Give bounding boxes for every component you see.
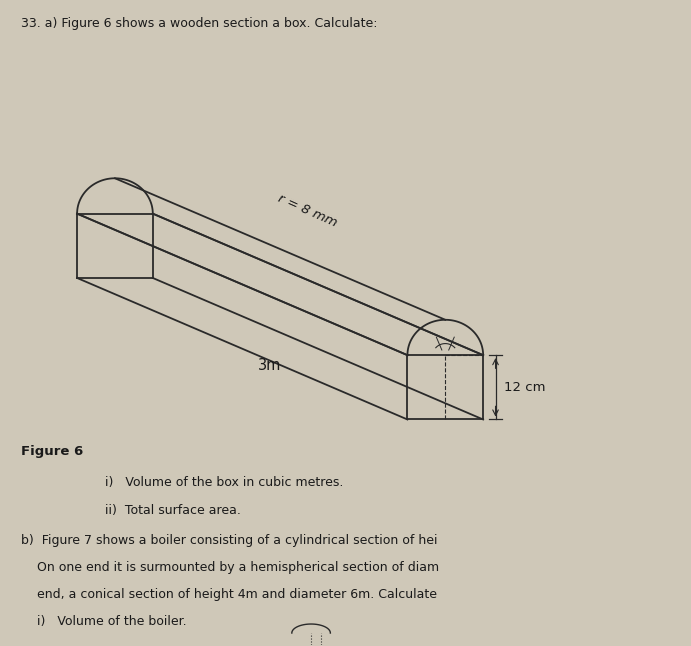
Text: Figure 6: Figure 6 xyxy=(21,445,83,458)
Text: ii)  Total surface area.: ii) Total surface area. xyxy=(104,505,240,517)
Text: 3m: 3m xyxy=(258,359,281,373)
Text: end, a conical section of height 4m and diameter 6m. Calculate: end, a conical section of height 4m and … xyxy=(21,588,437,601)
Text: 33. a) Figure 6 shows a wooden section a box. Calculate:: 33. a) Figure 6 shows a wooden section a… xyxy=(21,17,377,30)
Text: 12 cm: 12 cm xyxy=(504,381,545,394)
Text: On one end it is surmounted by a hemispherical section of diam: On one end it is surmounted by a hemisph… xyxy=(21,561,439,574)
Text: i)   Volume of the boiler.: i) Volume of the boiler. xyxy=(21,615,187,628)
Text: i)   Volume of the box in cubic metres.: i) Volume of the box in cubic metres. xyxy=(104,476,343,489)
Text: r = 8 mm: r = 8 mm xyxy=(276,192,339,230)
Text: b)  Figure 7 shows a boiler consisting of a cylindrical section of hei: b) Figure 7 shows a boiler consisting of… xyxy=(21,534,437,547)
